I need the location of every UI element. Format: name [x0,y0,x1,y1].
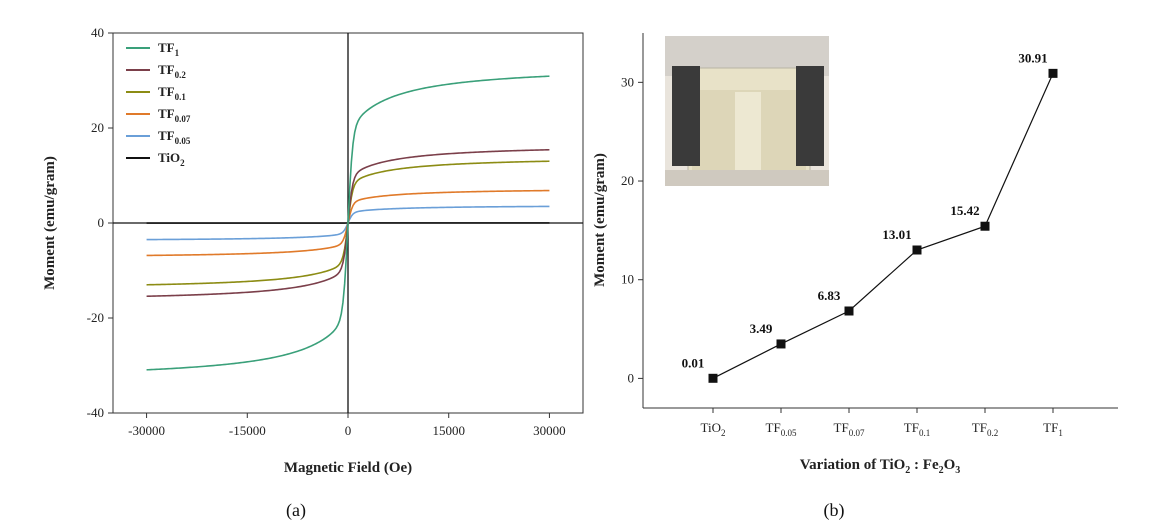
data-point [1048,68,1058,78]
inset-photo [665,36,829,186]
x-tick-label-base: TF [1043,420,1058,435]
legend-label-sub: 2 [180,158,185,168]
panel-a-ticks: -30000 -15000 0 15000 30000 -40 -20 0 20 40 [87,25,566,438]
data-point [980,221,990,231]
panel-b-letter: (b) [824,500,845,521]
inset-photo-magnet-left [672,66,700,166]
x-tick-label: TF0.2 [972,420,998,438]
legend-label: TF0.07 [158,106,191,124]
x-tick-label-sub: 0.2 [987,428,998,438]
panel-a-series [146,75,550,371]
x-tick-label-sub: 0.1 [919,428,930,438]
xlabel-part: : Fe [910,457,939,473]
xlabel-part: 3 [955,465,960,476]
data-label: 13.01 [882,227,911,242]
legend-label-sub: 0.2 [175,70,187,80]
legend-label-sub: 0.07 [175,114,191,124]
y-tick-label: 20 [91,120,104,135]
legend-label: TF0.1 [158,84,186,102]
y-tick-label: 0 [628,370,635,385]
data-label: 0.01 [682,355,705,370]
data-point [844,306,854,316]
x-tick-label-sub: 1 [1058,428,1063,438]
y-tick-label: 20 [621,173,634,188]
y-tick-label: 30 [621,74,634,89]
inset-photo-base [665,170,829,186]
data-label: 30.91 [1018,50,1047,65]
legend-label: TF1 [158,40,180,58]
y-tick-label: 10 [621,272,634,287]
data-label: 3.49 [750,321,773,336]
data-point [776,339,786,349]
x-tick-label-sub: 0.05 [781,428,797,438]
x-tick-label-sub: 0.07 [849,428,865,438]
data-point [708,373,718,383]
panel-b-ylabel: Moment (emu/gram) [592,153,608,287]
inset-photo-magnet-right [796,66,824,166]
panel-a-ylabel: Moment (emu/gram) [42,156,58,290]
series-line-tf-1 [146,75,550,371]
legend-label-base: TiO [158,150,180,165]
xlabel-part: 2 [939,465,944,476]
legend-label-base: TF [158,40,175,55]
inset-photo-highlight [735,92,761,176]
data-label: 15.42 [950,203,979,218]
xlabel-part: Variation of TiO [800,457,906,473]
y-tick-label: 40 [91,25,104,40]
panel-a-letter: (a) [286,500,306,521]
x-tick-label-base: TF [834,420,849,435]
y-tick-label: -20 [87,310,104,325]
x-tick-label: TF0.1 [904,420,930,438]
x-tick-label: TF1 [1043,420,1063,438]
legend-label-base: TF [158,128,175,143]
x-tick-label: -30000 [128,423,165,438]
panel-b-xlabel: Variation of TiO2 : Fe2O3 [800,457,961,476]
x-tick-label-sub: 2 [721,428,726,438]
x-tick-label-base: TF [972,420,987,435]
legend-label-sub: 0.1 [175,92,187,102]
legend-label-base: TF [158,84,175,99]
panel-b-series [708,68,1058,383]
x-tick-label: 30000 [533,423,566,438]
x-tick-label: 0 [345,423,352,438]
data-label: 6.83 [818,288,841,303]
legend-label-base: TF [158,106,175,121]
x-tick-label: TF0.05 [766,420,797,438]
legend-label: TF0.05 [158,128,191,146]
legend-label: TiO2 [158,150,185,168]
y-tick-label: 0 [98,215,105,230]
data-point [912,245,922,255]
xlabel-part: O [944,457,956,473]
legend-label: TF0.2 [158,62,186,80]
x-tick-label-base: TiO [701,420,721,435]
panel-b-data-labels: 0.01 3.49 6.83 13.01 15.42 30.91 [682,50,1048,370]
x-tick-label: 15000 [432,423,465,438]
legend-label-base: TF [158,62,175,77]
xlabel-part: 2 [905,465,910,476]
x-tick-label-base: TF [766,420,781,435]
legend-label-sub: 0.05 [175,136,191,146]
y-tick-label: -40 [87,405,104,420]
legend-label-sub: 1 [175,48,180,58]
x-tick-label-base: TF [904,420,919,435]
x-tick-label: -15000 [229,423,266,438]
series-line [712,73,1054,379]
x-tick-label: TF0.07 [834,420,865,438]
x-tick-label: TiO2 [701,420,726,438]
panel-a-xlabel: Magnetic Field (Oe) [284,460,412,476]
